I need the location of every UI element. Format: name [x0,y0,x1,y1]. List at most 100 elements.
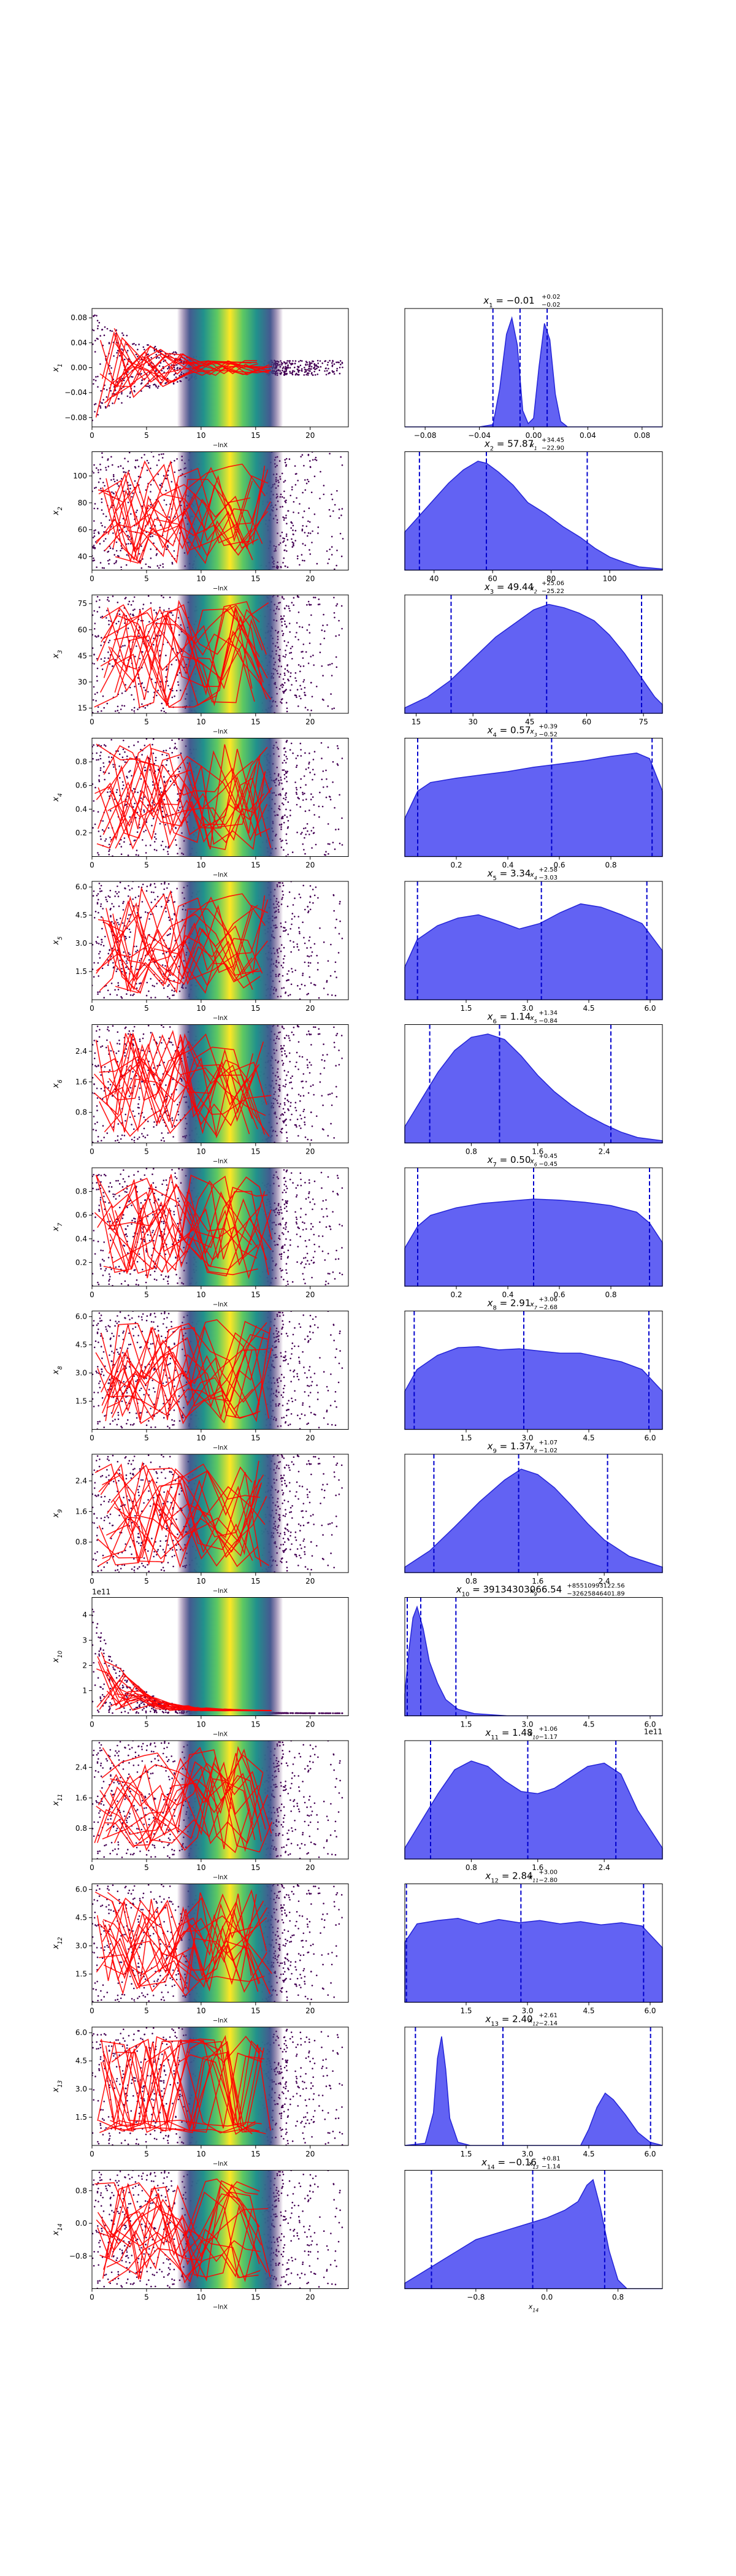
scatter-point [118,621,120,623]
trace-xlabel: −lnX [213,729,228,735]
scatter-point [118,765,120,767]
scatter-point [285,794,286,796]
scatter-point [304,489,307,491]
scatter-point [283,1027,285,1030]
scatter-point [150,557,152,559]
trace-path [102,746,268,841]
scatter-point [296,696,297,699]
posterior-title-3: x3 = 49.44 [484,581,534,596]
scatter-point [133,744,135,746]
trace-path [107,760,254,818]
scatter-point [283,773,286,776]
scatter-point [160,845,163,846]
scatter-point [302,791,304,794]
scatter-point [307,911,309,913]
scatter-point [337,828,340,830]
scatter-point [283,372,286,374]
scatter-point [284,930,286,932]
scatter-point [322,1104,324,1106]
scatter-point [103,540,105,542]
posterior-xtick-label: 15 [412,718,421,726]
scatter-point [307,364,309,366]
scatter-point [293,500,295,503]
scatter-point [313,804,315,806]
scatter-point [136,987,138,989]
scatter-point [147,353,149,355]
trace-xtick-label: 5 [144,575,149,583]
scatter-point [174,901,176,903]
scatter-point [171,481,173,483]
scatter-point [122,334,125,336]
scatter-point [288,362,291,364]
scatter-point [132,1110,134,1112]
scatter-point [308,763,310,765]
scatter-point [310,362,312,364]
scatter-point [96,692,98,694]
scatter-point [299,742,302,745]
scatter-point [296,1126,297,1128]
scatter-point [327,994,329,995]
scatter-point [283,371,285,373]
scatter-point [309,908,312,911]
scatter-point [300,749,302,751]
scatter-point [101,501,103,504]
scatter-point [168,608,170,610]
scatter-point [118,355,121,357]
scatter-point [310,955,312,957]
scatter-point [174,695,175,697]
scatter-point [107,657,109,659]
scatter-point [139,657,141,660]
scatter-point [309,532,312,534]
scatter-point [99,835,102,837]
scatter-point [339,842,341,845]
scatter-point [128,914,130,916]
trace-ylabel-4: x4 [52,793,64,802]
scatter-point [340,1035,343,1037]
scatter-point [101,329,103,331]
scatter-point [99,757,102,760]
scatter-point [113,554,115,556]
scatter-point [304,544,307,546]
posterior-xtick-label: 80 [546,575,556,583]
scatter-point [299,564,301,566]
scatter-point [319,497,321,500]
scatter-point [151,984,154,987]
scatter-point [283,822,285,824]
scatter-point [167,684,169,687]
scatter-point [302,1095,305,1097]
scatter-point [283,598,285,600]
scatter-point [296,689,299,691]
scatter-point [286,1099,289,1102]
scatter-point [141,505,144,507]
scatter-point [126,350,129,351]
scatter-point [323,786,324,788]
scatter-point [297,916,300,918]
scatter-point [129,931,131,933]
scatter-point [111,330,113,332]
scatter-point [158,454,160,456]
scatter-point [319,651,321,653]
scatter-point [294,677,296,679]
scatter-point [136,949,139,951]
scatter-point [288,1100,289,1103]
trace-plot-area-3 [92,595,343,713]
scatter-point [285,654,287,656]
scatter-point [285,501,287,504]
scatter-point [120,550,121,551]
scatter-point [339,372,341,375]
scatter-point [127,627,129,629]
scatter-point [118,1050,120,1052]
scatter-point [124,358,126,361]
err-minus: −25.22 [542,588,564,595]
scatter-point [171,918,174,920]
trace-xtick-label: 0 [90,431,94,440]
trace-plot-area-4 [92,738,343,857]
scatter-point [93,744,94,746]
posterior-xtick-label: 60 [488,575,497,583]
scatter-point [161,840,164,843]
scatter-point [292,752,294,754]
trace-plot-area-1 [92,309,343,427]
scatter-point [129,816,131,818]
